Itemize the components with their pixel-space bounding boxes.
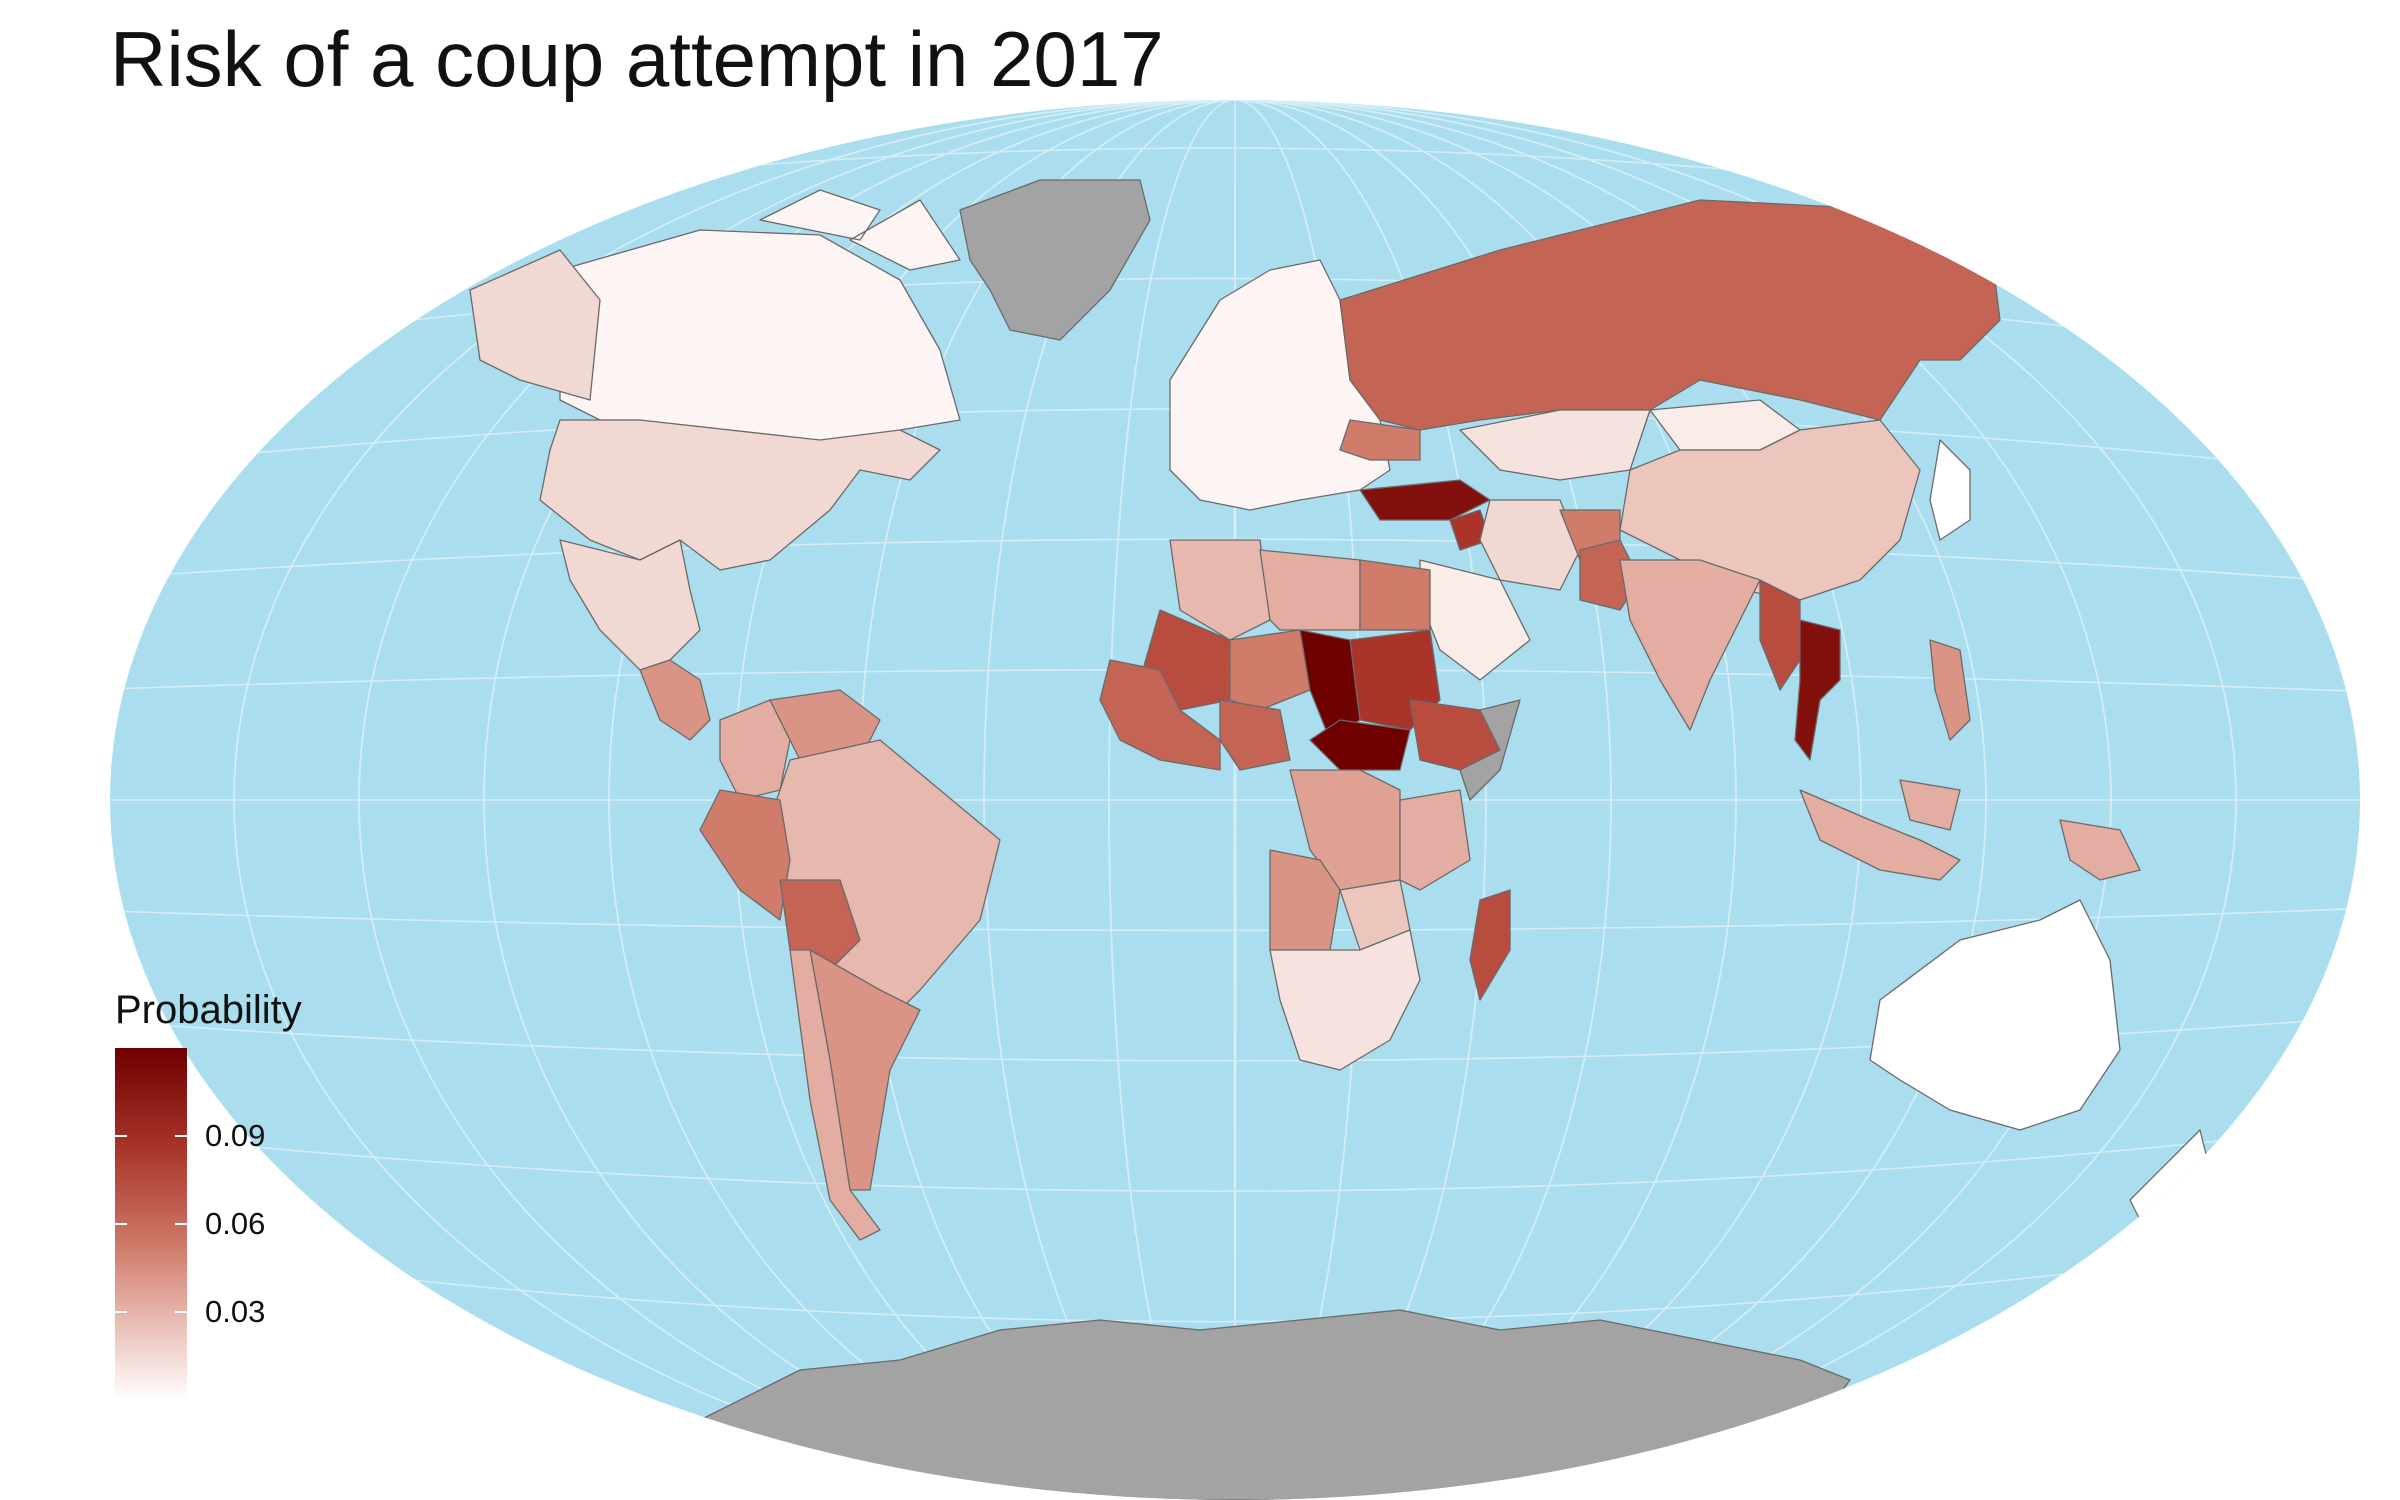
legend-tick-mark — [175, 1135, 187, 1137]
legend-tick-label: 0.06 — [205, 1206, 266, 1241]
region-nigeria — [1219, 699, 1291, 771]
region-chile — [789, 949, 881, 1241]
region-turkey — [1359, 479, 1491, 521]
region-alaska — [469, 249, 601, 401]
region-india — [1619, 559, 1761, 731]
map-title: Risk of a coup attempt in 2017 — [110, 15, 1164, 103]
region-central-african-republic — [1309, 719, 1411, 771]
region-ukraine — [1339, 419, 1421, 461]
region-greenland — [959, 179, 1151, 341]
parallel-line — [110, 538, 2360, 587]
region-algeria — [1169, 539, 1271, 641]
region-niger — [1229, 629, 1311, 711]
region-japan — [1929, 439, 1971, 541]
region-angola — [1269, 849, 1341, 951]
region-mexico — [559, 539, 701, 671]
region-thailand — [1794, 619, 1841, 761]
region-somalia — [1459, 699, 1521, 801]
region-indonesia — [1799, 779, 1961, 881]
region-madagascar — [1469, 889, 1511, 1001]
region-iran — [1479, 499, 1581, 591]
legend-tick-label: 0.03 — [205, 1294, 266, 1329]
legend-title: Probability — [115, 988, 302, 1032]
legend-tick-label: 0.09 — [205, 1118, 266, 1153]
legend-tick-mark — [175, 1311, 187, 1313]
region-united-states — [539, 419, 941, 571]
legend-tick-mark — [115, 1311, 127, 1313]
region-egypt — [1359, 559, 1431, 631]
country-regions — [469, 179, 2211, 1500]
region-southern-africa — [1269, 929, 1421, 1071]
legend-tick-mark — [115, 1223, 127, 1225]
region-papua-new-guinea — [2059, 819, 2141, 881]
region-peru — [699, 789, 791, 921]
region-tanzania — [1399, 789, 1471, 891]
region-myanmar — [1759, 579, 1801, 691]
region-west-africa — [1099, 659, 1221, 771]
parallel-line — [110, 1120, 2360, 1192]
region-bolivia — [779, 879, 861, 971]
region-philippines — [1929, 639, 1971, 741]
legend-tick-mark — [175, 1223, 187, 1225]
region-central-america — [639, 659, 711, 741]
region-libya — [1259, 549, 1361, 631]
region-australia — [1869, 899, 2121, 1131]
legend-tick-mark — [115, 1135, 127, 1137]
